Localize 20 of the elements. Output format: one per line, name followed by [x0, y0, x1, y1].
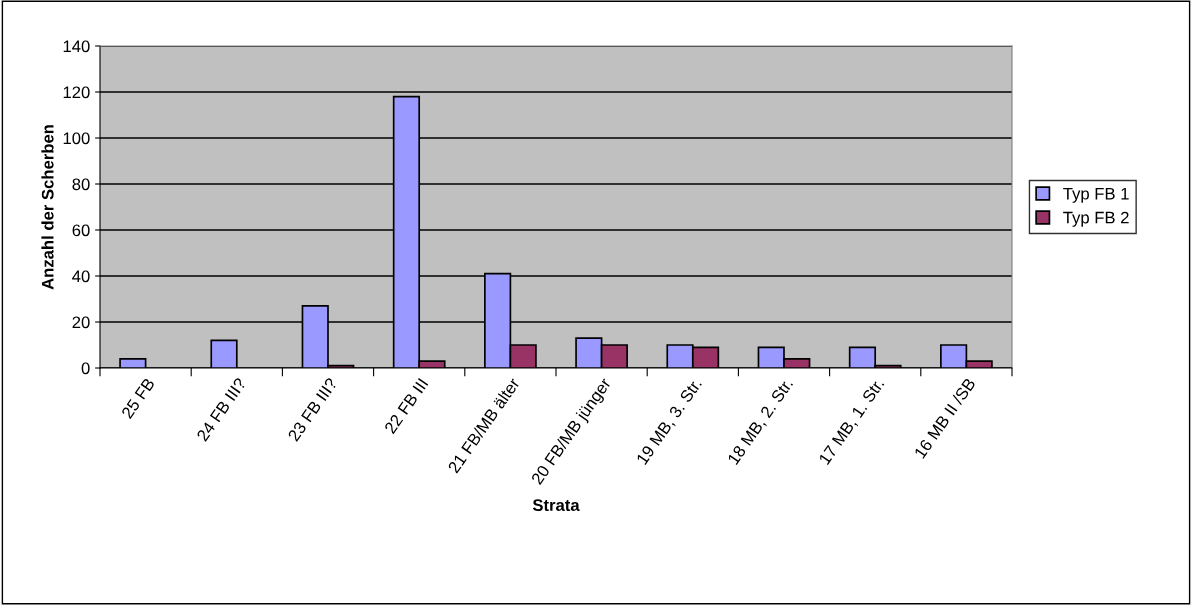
y-tick-label: 140	[63, 40, 90, 53]
y-tick-label: 80	[72, 178, 90, 191]
x-tick-label: 18 MB, 2. Str.	[727, 377, 795, 467]
x-tick-label: 22 FB III	[383, 377, 429, 435]
x-axis-title: Strata	[532, 499, 580, 512]
x-tick-label: 24 FB III?	[196, 377, 247, 442]
y-tick-label: 0	[81, 362, 90, 375]
y-tick-label: 20	[72, 316, 90, 329]
y-axis-title: Anzahl der Scherben	[41, 125, 54, 290]
y-tick-label: 60	[72, 224, 90, 237]
x-tick-label: 16 MB II /SB	[913, 377, 976, 459]
x-tick-label: 19 MB, 3. Str.	[635, 377, 704, 467]
legend-label: Typ FB 2	[1063, 211, 1129, 227]
x-tick-label: 25 FB	[120, 377, 156, 420]
legend-label: Typ FB 1	[1063, 187, 1129, 203]
y-tick-label: 100	[63, 132, 90, 145]
x-tick-label: 17 MB, 1. Str.	[818, 377, 886, 467]
x-tick-label: 23 FB III?	[287, 377, 338, 442]
y-tick-label: 40	[72, 270, 90, 283]
y-tick-label: 120	[63, 86, 90, 99]
